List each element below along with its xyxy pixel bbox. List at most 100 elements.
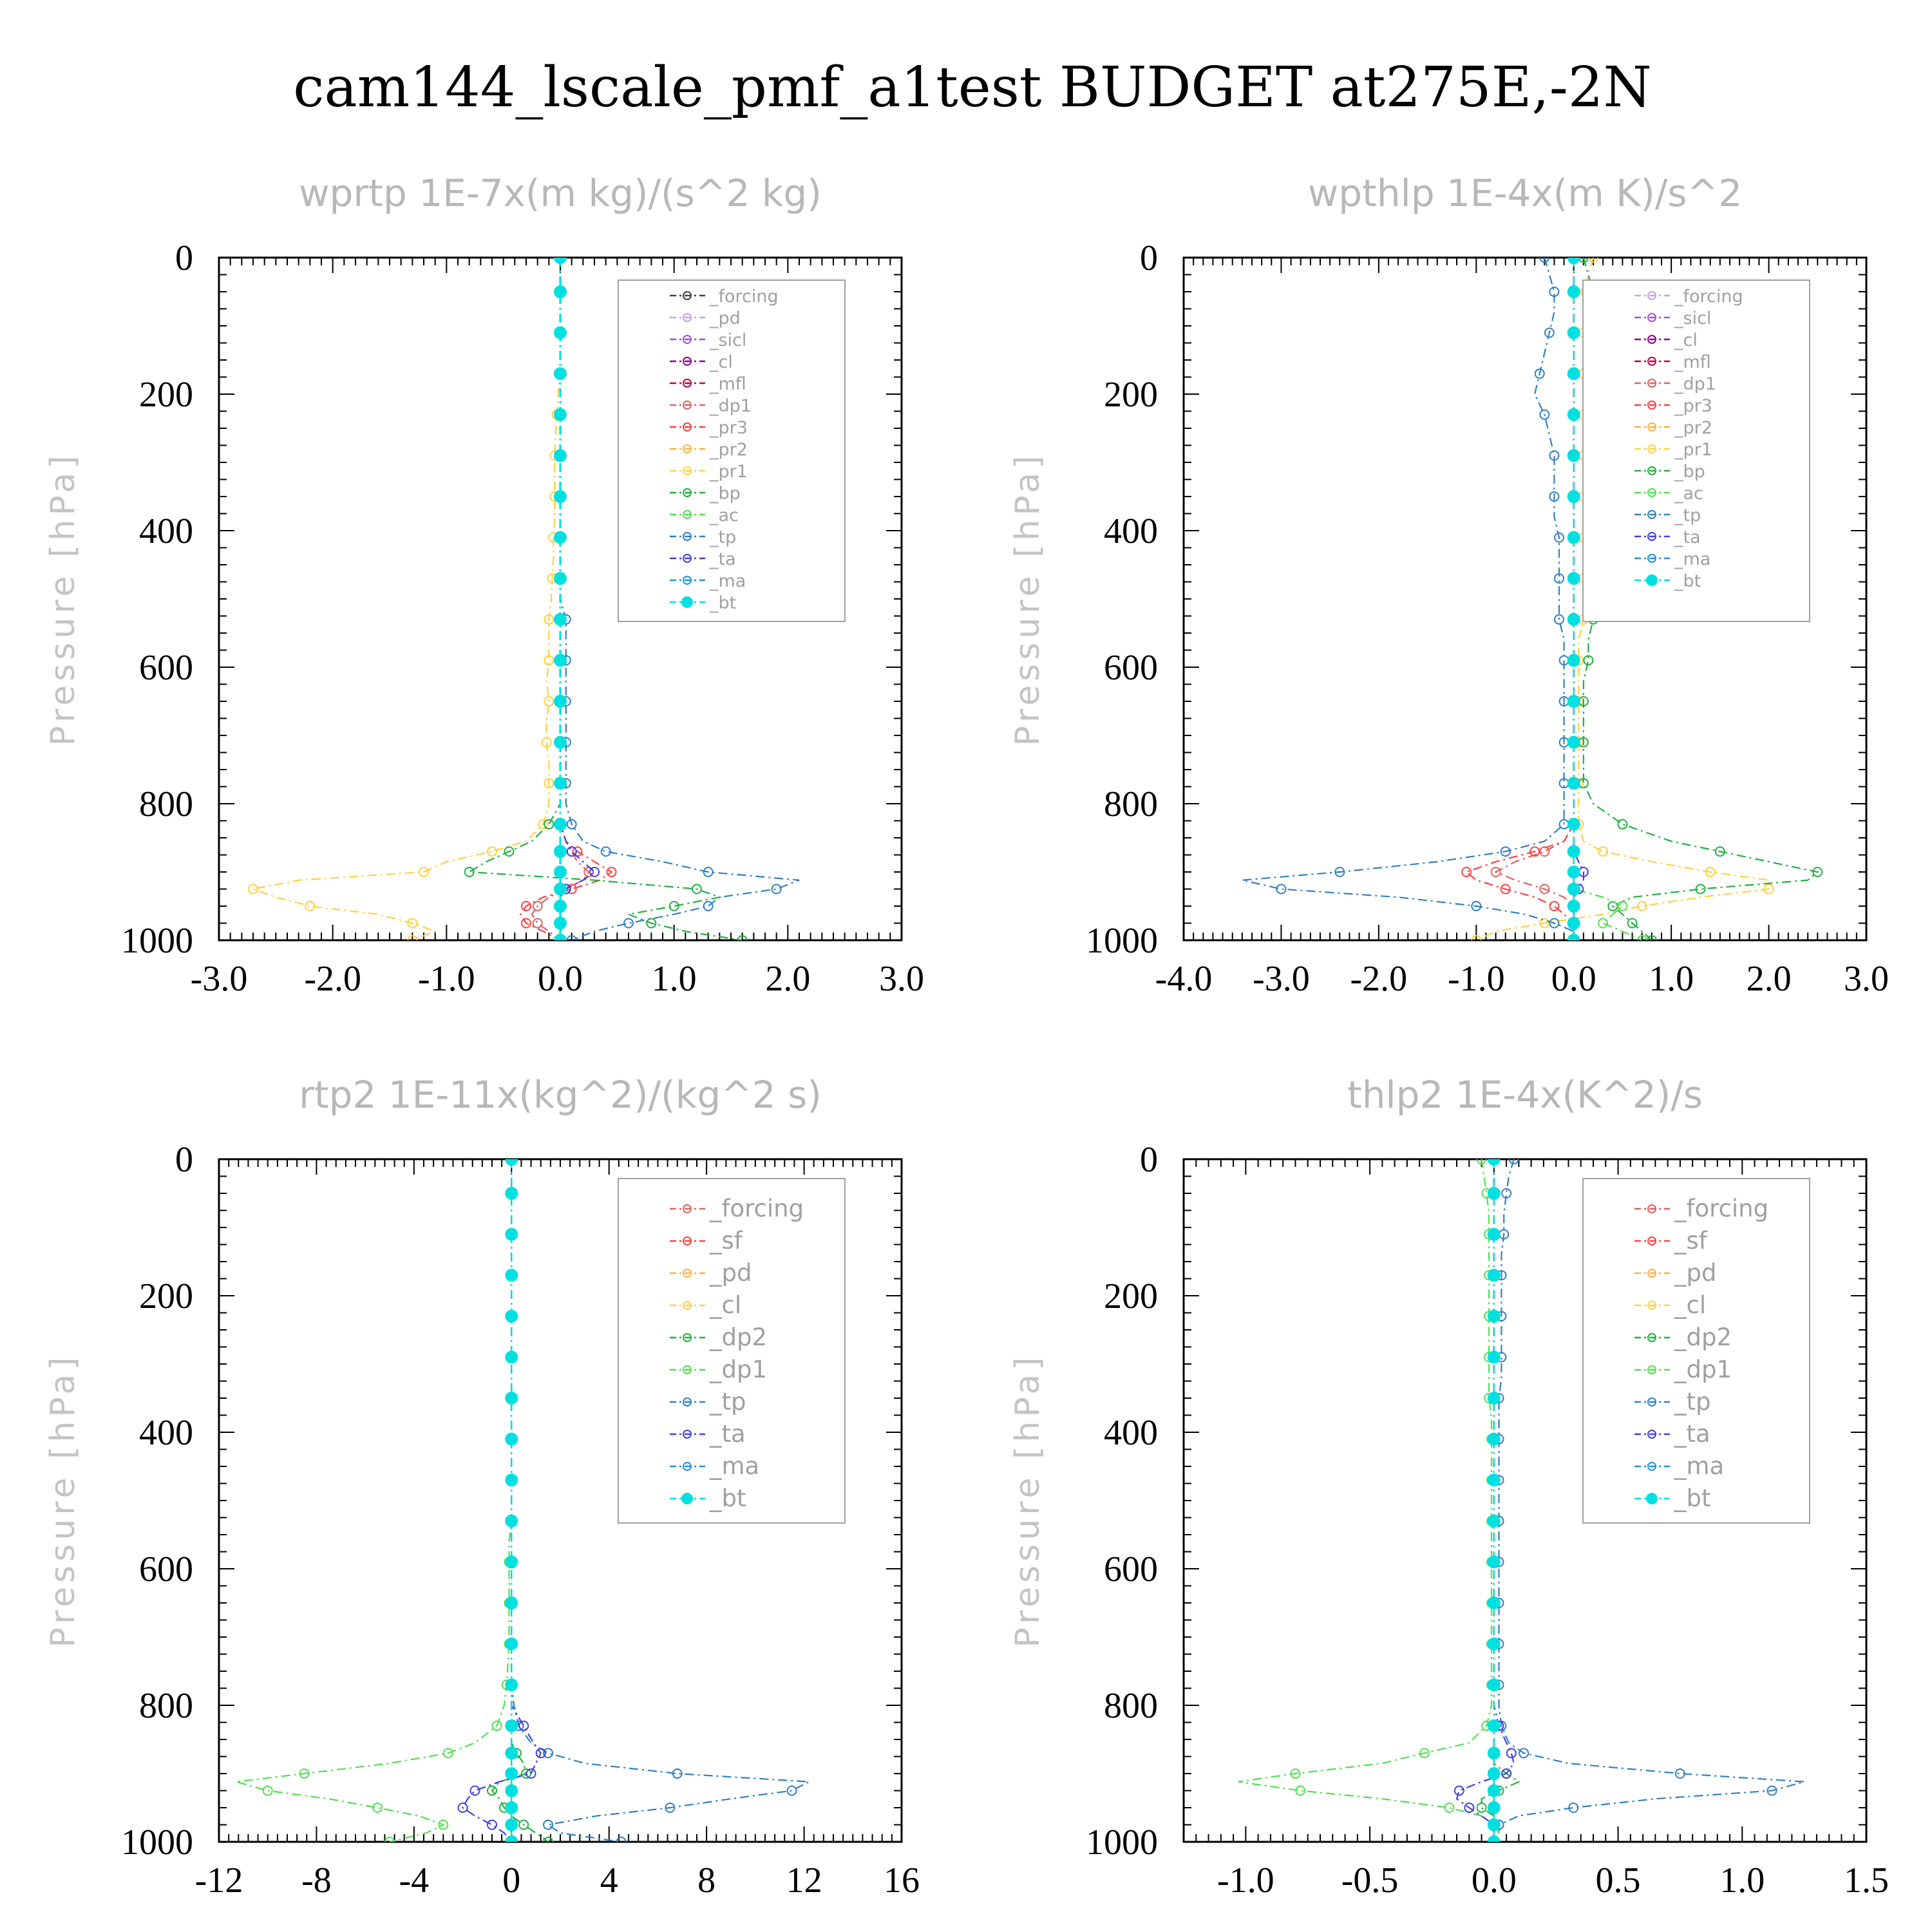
x-tick-label: 0.0 <box>538 959 583 999</box>
data-point-bt <box>1567 654 1580 667</box>
data-point-tp <box>1568 1803 1579 1813</box>
x-tick-label: -1.0 <box>1217 1861 1274 1900</box>
data-point-dp2 <box>1476 1803 1487 1813</box>
legend-label-cl: _cl <box>1674 330 1698 350</box>
data-point-pr1 <box>1588 258 1598 263</box>
series-line-pr1 <box>250 258 562 940</box>
series-line-dp1 <box>531 258 590 940</box>
data-point-bt <box>505 1227 518 1241</box>
y-tick-label: 400 <box>1104 511 1158 551</box>
legend-marker <box>1647 1365 1656 1374</box>
data-point-dp1 <box>491 1720 502 1731</box>
legend-label-cl: _cl <box>709 1291 741 1319</box>
x-tick-label: 2.0 <box>765 959 810 999</box>
data-point-bt <box>554 258 567 264</box>
y-tick-label: 600 <box>139 1549 193 1589</box>
x-tick-label: -12 <box>195 1861 243 1900</box>
legend-marker <box>683 1204 692 1213</box>
y-tick-label: 0 <box>1140 238 1158 278</box>
legend-label-dp2: _dp2 <box>709 1323 767 1351</box>
legend-label-sicl: _sicl <box>1674 308 1711 328</box>
data-point-ta <box>1506 1748 1517 1759</box>
data-point-bt <box>554 900 567 913</box>
data-point-bt <box>1567 916 1580 930</box>
data-point-ta <box>487 1819 497 1830</box>
data-point-bp <box>646 918 657 929</box>
data-point-bt <box>1487 1350 1501 1364</box>
data-point-bp <box>1617 819 1628 829</box>
x-tick-label: 0 <box>502 1861 520 1900</box>
data-point-ta <box>1454 1785 1464 1796</box>
data-point-bt <box>1487 1784 1501 1797</box>
data-point-dp1 <box>1539 884 1550 895</box>
x-tick-label: 4 <box>600 1861 618 1900</box>
legend-label-cl: _cl <box>1674 1291 1706 1319</box>
y-tick-label: 800 <box>1104 1686 1158 1726</box>
y-axis-label: Pressure [hPa] <box>44 1354 82 1648</box>
data-point-dp1 <box>262 1785 273 1796</box>
data-point-bt <box>1487 1227 1501 1241</box>
x-tick-label: -1.0 <box>418 959 475 999</box>
legend-label-tp: _tp <box>1674 1388 1711 1416</box>
data-point-dp2 <box>543 1837 554 1842</box>
legend-label-pd: _pd <box>709 1259 752 1287</box>
y-tick-label: 1000 <box>1086 1823 1158 1862</box>
data-point-tp <box>1471 901 1482 911</box>
data-point-ta <box>469 1785 480 1796</box>
legend-marker <box>1647 532 1656 541</box>
data-point-dp1 <box>1290 1768 1301 1779</box>
legend-label-tp: _tp <box>709 527 736 547</box>
data-point-bt <box>554 817 567 831</box>
data-point-pr1 <box>1598 846 1609 857</box>
data-point-bt <box>505 1678 518 1692</box>
legend-marker <box>1647 554 1656 563</box>
series-line-tp <box>1242 258 1575 940</box>
y-tick-label: 400 <box>139 1413 193 1453</box>
data-point-dp1 <box>1419 1748 1430 1759</box>
x-tick-label: 3.0 <box>1844 959 1889 999</box>
chart-panel-wpthlp: wpthlp 1E-4x(m K)/s^2 Pressure [hPa] 0 200 4… <box>1009 171 1889 999</box>
series-line-pr3 <box>1464 258 1575 940</box>
data-point-pr1 <box>1539 918 1550 929</box>
legend-label-ta: _ta <box>709 549 736 569</box>
x-tick-label: 1.5 <box>1844 1861 1889 1900</box>
legend-label-ma: _ma <box>1674 1452 1724 1480</box>
legend-marker <box>683 576 692 585</box>
data-point-bp <box>504 846 515 857</box>
data-point-bt <box>1567 695 1580 708</box>
data-point-tp <box>1549 491 1560 502</box>
data-point-bt <box>505 1309 518 1323</box>
data-point-dp2 <box>518 1819 529 1830</box>
data-point-bp <box>1695 884 1706 895</box>
legend-label-ta: _ta <box>1674 1420 1710 1448</box>
data-point-bt <box>505 1835 518 1842</box>
legend-label-ta: _ta <box>1674 527 1701 547</box>
data-point-bt <box>554 882 567 896</box>
data-point-bt <box>1487 1835 1501 1842</box>
data-point-bt <box>1567 777 1580 790</box>
data-point-ac <box>1598 918 1609 929</box>
legend-marker <box>1647 1333 1656 1342</box>
data-point-tp <box>1519 1748 1530 1759</box>
data-point-pr1 <box>1705 867 1716 877</box>
data-point-bt <box>1567 612 1580 626</box>
legend-label-pr1: _pr1 <box>1674 440 1712 460</box>
x-tick-label: 2.0 <box>1747 959 1792 999</box>
y-tick-label: 200 <box>139 375 193 415</box>
data-point-bt <box>554 695 567 708</box>
y-axis-label: Pressure [hPa] <box>44 452 82 746</box>
data-point-ta <box>518 1720 529 1731</box>
x-tick-label: 0.0 <box>1551 959 1596 999</box>
legend-marker <box>1647 1204 1656 1213</box>
data-point-dp1 <box>1295 1785 1306 1796</box>
series-line-dp2 <box>1481 1159 1520 1842</box>
data-point-dp1 <box>532 901 543 911</box>
data-point-pr1 <box>538 819 549 829</box>
data-point-ta <box>1464 1803 1475 1813</box>
panel-title: wpthlp 1E-4x(m K)/s^2 <box>1308 171 1742 215</box>
data-point-tp <box>1554 532 1564 543</box>
data-point-bt <box>554 612 567 626</box>
data-point-ta <box>1501 1768 1512 1779</box>
data-point-bt <box>554 916 567 930</box>
data-point-bt <box>1567 934 1580 940</box>
